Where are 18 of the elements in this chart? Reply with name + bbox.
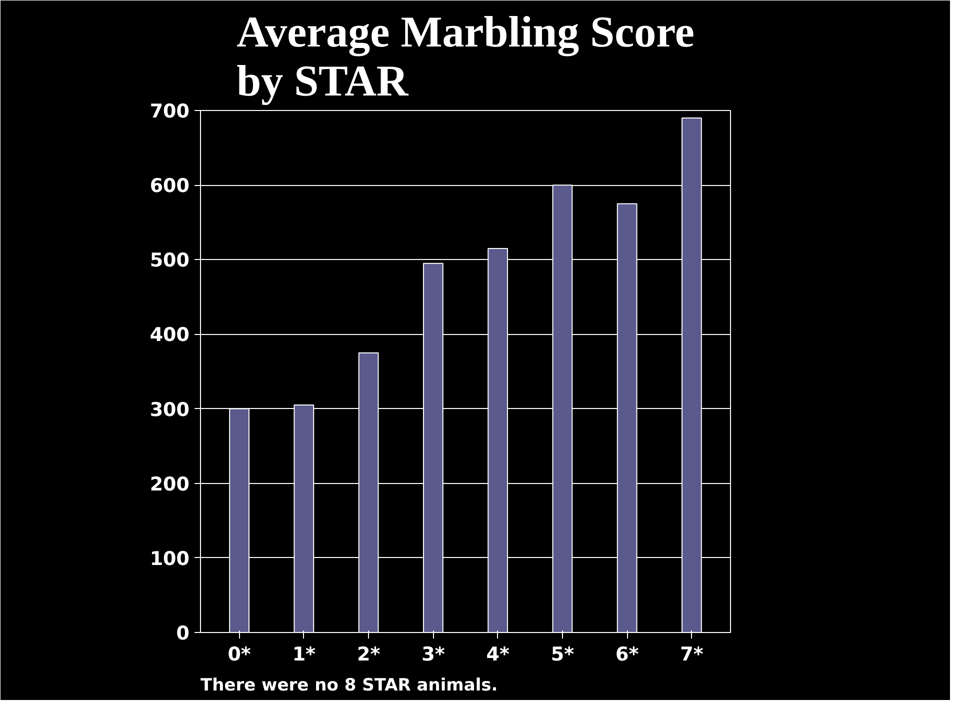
x-tick-label: 7*	[680, 644, 704, 666]
y-tick-label: 0	[176, 622, 190, 644]
text: There were no 8 STAR animals.	[200, 676, 498, 696]
chart-title: Average Marbling Score by STAR	[236, 8, 694, 106]
x-tick-label: 3*	[422, 644, 445, 666]
x-tick-label: 4*	[486, 644, 510, 666]
x-tick-label: 6*	[616, 644, 639, 666]
y-tick-label: 400	[150, 324, 190, 346]
x-tick-label: 1*	[292, 644, 316, 666]
y-tick-label: 600	[150, 175, 190, 198]
y-tick-label: 500	[150, 250, 190, 272]
y-tick-label: 300	[150, 398, 190, 421]
y-tick-label: 100	[150, 548, 190, 570]
x-tick-label: 2*	[356, 644, 380, 666]
y-tick-label: 700	[150, 100, 190, 122]
y-tick-label: 200	[150, 473, 190, 496]
x-tick-label: 0*	[228, 644, 251, 666]
x-tick-label: 5*	[550, 644, 574, 666]
